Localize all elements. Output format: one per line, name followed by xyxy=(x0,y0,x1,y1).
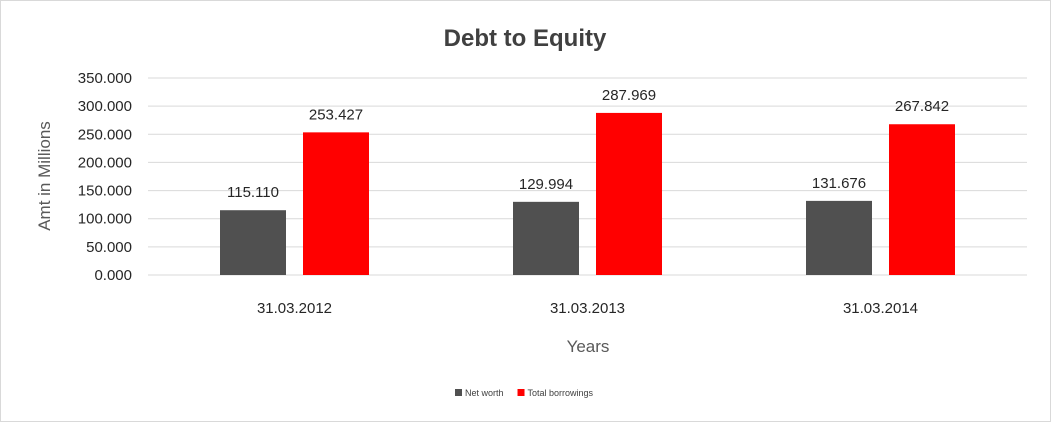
x-tick-label: 31.03.2012 xyxy=(257,300,332,317)
bar xyxy=(303,132,369,275)
data-label: 287.969 xyxy=(602,87,656,104)
legend-swatch xyxy=(517,389,525,396)
data-label: 253.427 xyxy=(309,106,363,123)
x-axis-ticks: 31.03.2012 31.03.2013 31.03.2014 xyxy=(257,300,918,317)
bar xyxy=(220,210,286,275)
y-tick-label: 350.000 xyxy=(78,70,132,87)
x-tick-label: 31.03.2014 xyxy=(843,300,918,317)
x-tick-label: 31.03.2013 xyxy=(550,300,625,317)
x-axis-title: Years xyxy=(567,337,610,356)
bar xyxy=(596,112,662,276)
y-tick-label: 200.000 xyxy=(78,154,132,171)
y-tick-label: 0.000 xyxy=(94,267,132,284)
legend: Net worth Total borrowings xyxy=(455,388,594,398)
y-tick-label: 100.000 xyxy=(78,211,132,228)
bar xyxy=(806,200,872,275)
data-label: 115.110 xyxy=(227,184,279,201)
y-tick-label: 250.000 xyxy=(78,126,132,143)
y-axis-title: Amt in Millions xyxy=(35,121,54,231)
data-label: 267.842 xyxy=(895,98,949,115)
legend-label: Net worth xyxy=(465,388,504,398)
bar xyxy=(513,201,579,275)
chart-title: Debt to Equity xyxy=(444,25,607,52)
y-tick-label: 150.000 xyxy=(78,183,132,200)
gridlines xyxy=(148,77,1027,276)
bar xyxy=(889,124,955,275)
data-labels: 115.110 253.427 129.994 287.969 131.676 267.8… xyxy=(227,87,949,201)
bars xyxy=(220,112,955,276)
y-tick-label: 50.000 xyxy=(86,239,132,256)
data-label: 131.676 xyxy=(812,175,866,192)
data-label: 129.994 xyxy=(519,176,573,193)
y-axis-ticks: 0.000 50.000 100.000 150.000 200.000 250.000 3… xyxy=(78,70,132,284)
y-tick-label: 300.000 xyxy=(78,98,132,115)
legend-label: Total borrowings xyxy=(528,388,594,398)
legend-swatch xyxy=(455,389,462,396)
